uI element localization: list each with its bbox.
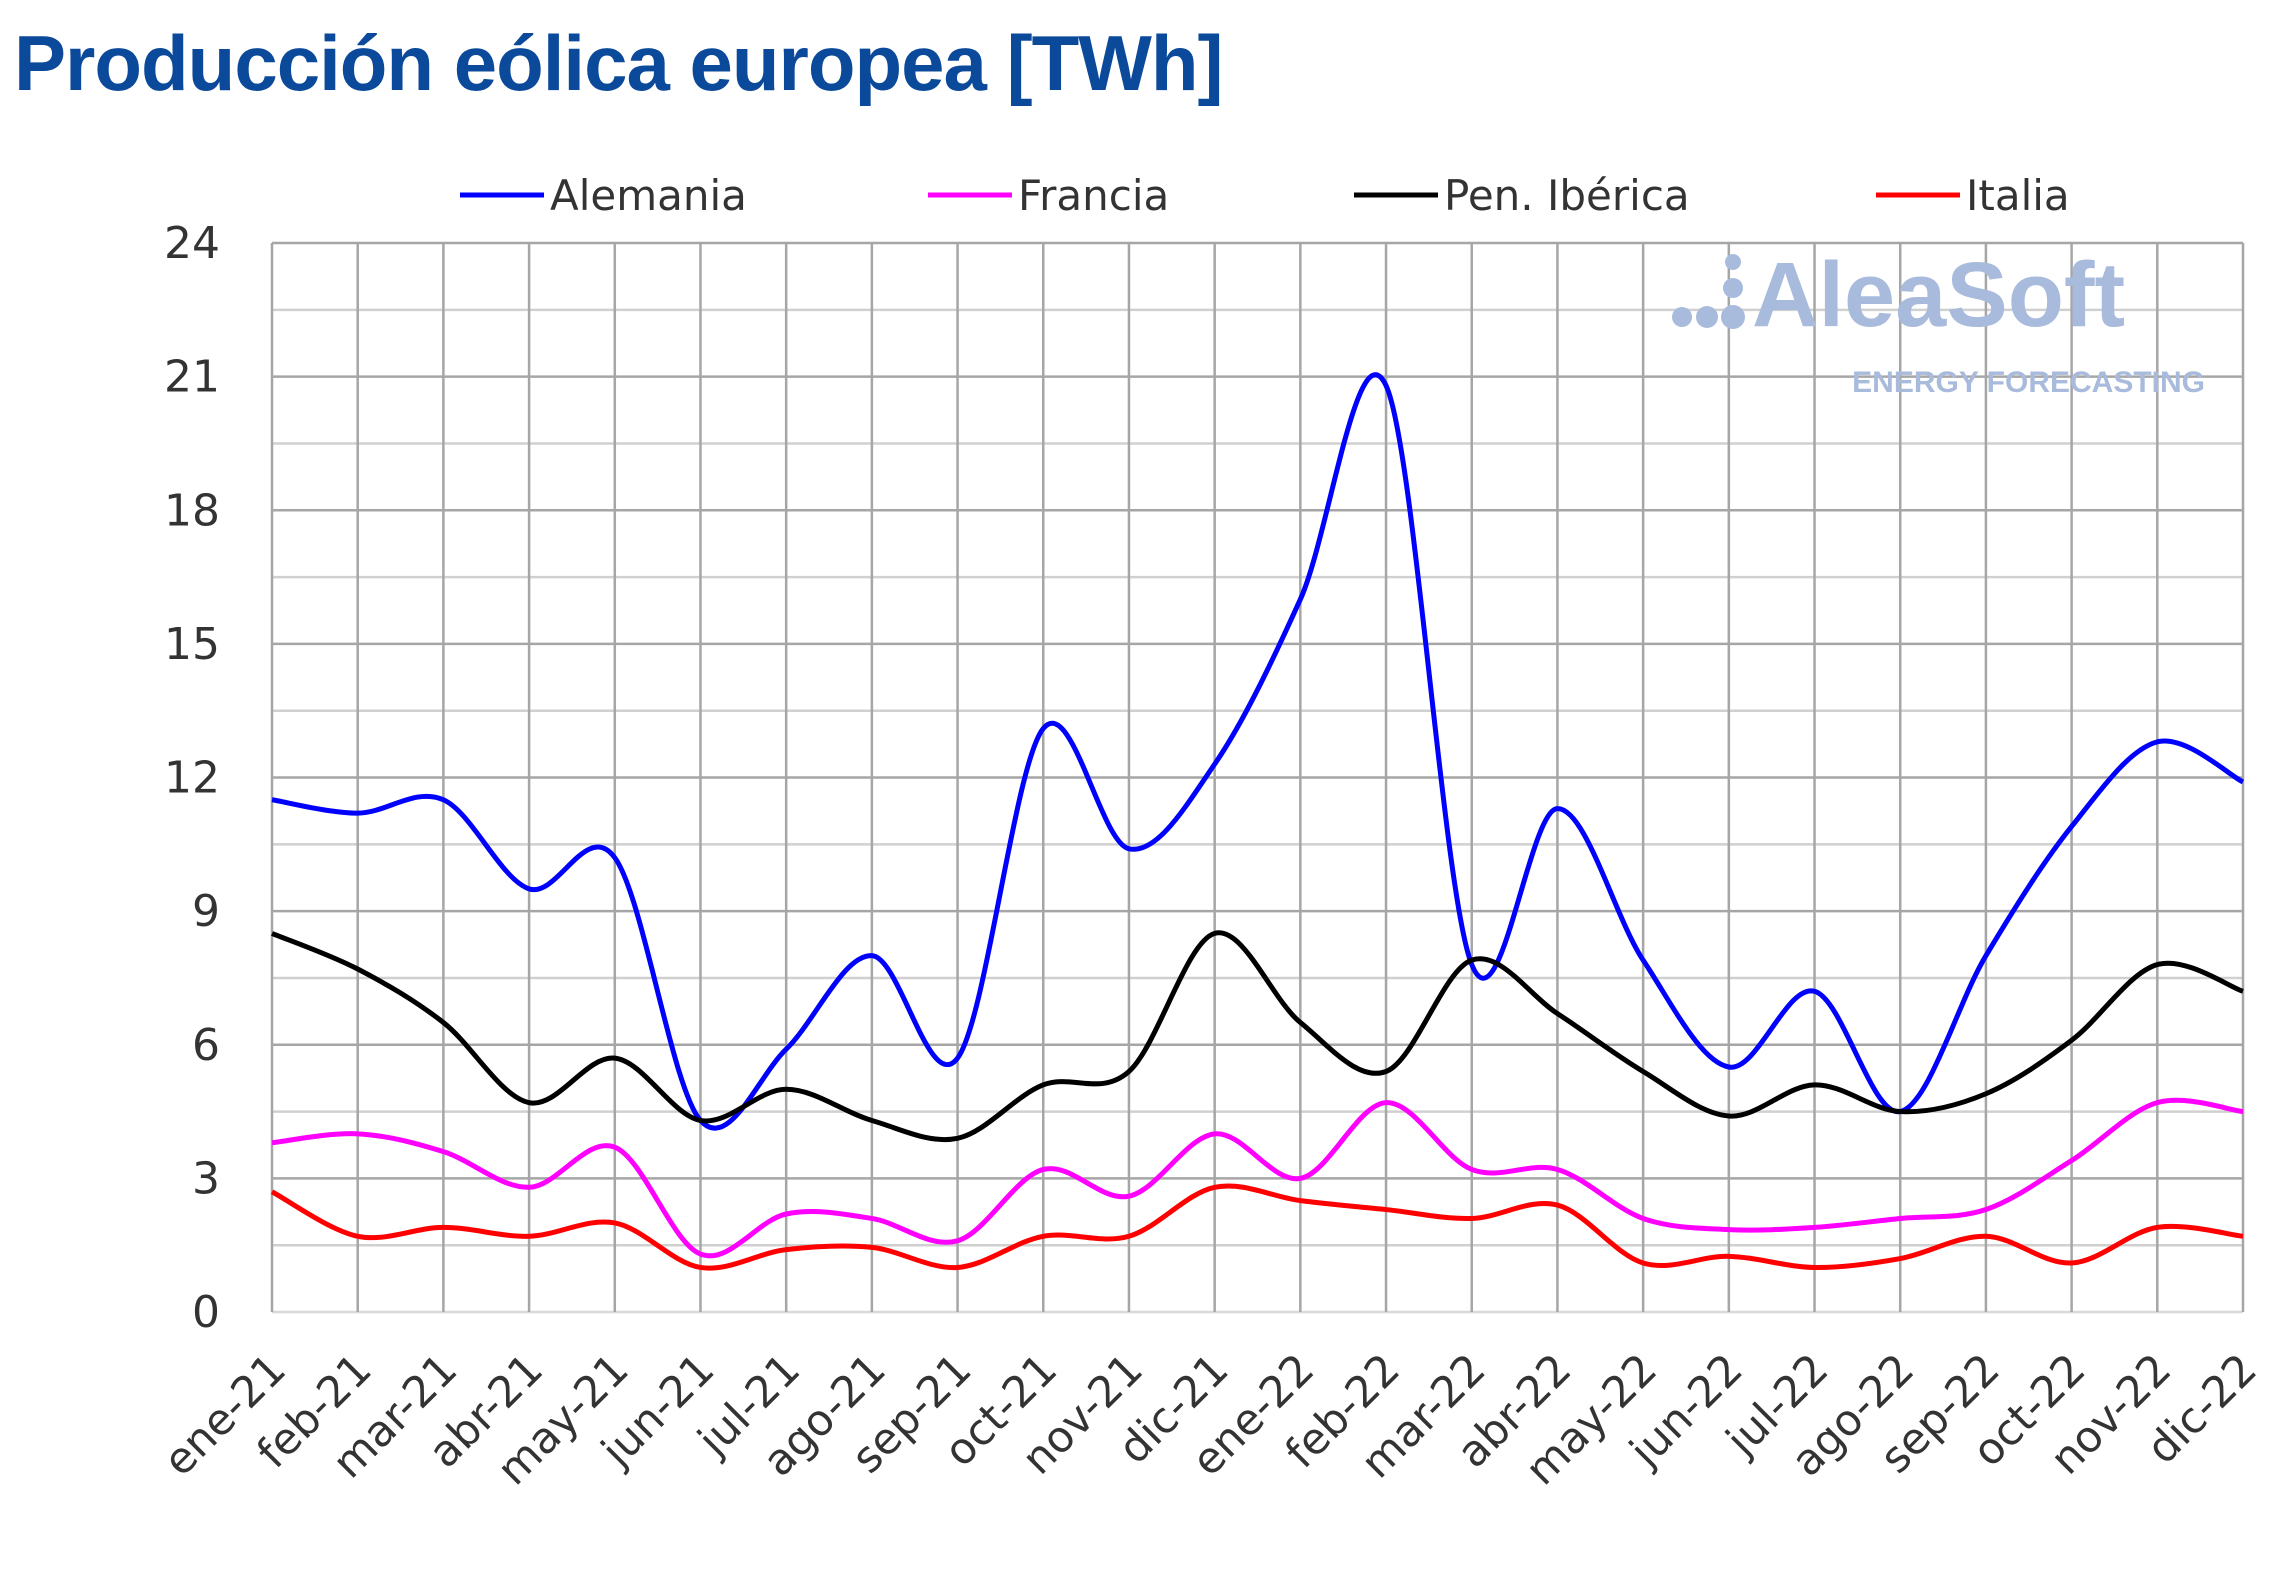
logo-dot-icon (1725, 254, 1741, 270)
logo-dot-icon (1721, 305, 1745, 329)
y-tick-label: 12 (164, 753, 220, 804)
y-tick-label: 21 (164, 352, 220, 403)
y-tick-label: 0 (192, 1287, 220, 1338)
series-line-alemania (271, 372, 2245, 1131)
series-line-italia (270, 1183, 2244, 1271)
y-tick-label: 24 (164, 218, 220, 269)
y-tick-label: 3 (192, 1153, 220, 1204)
y-tick-label: 18 (164, 485, 220, 536)
legend-label: Pen. Ibérica (1444, 171, 1690, 220)
y-tick-label: 6 (192, 1020, 220, 1071)
legend-label: Francia (1018, 171, 1169, 220)
series-line-pen-ib-rica (271, 930, 2244, 1143)
watermark-tagline: ENERGY FORECASTING (1852, 366, 2205, 399)
legend-label: Italia (1966, 171, 2070, 220)
logo-dot-icon (1696, 306, 1718, 328)
series-line-francia (271, 1097, 2244, 1259)
chart-title: Producción eólica europea [TWh] (14, 19, 1223, 107)
legend-label: Alemania (550, 171, 747, 220)
logo-dot-icon (1672, 307, 1692, 327)
watermark-brand: AleaSoft (1752, 244, 2125, 346)
y-tick-label: 9 (192, 886, 220, 937)
y-tick-label: 15 (164, 619, 220, 670)
logo-dot-icon (1723, 278, 1743, 298)
